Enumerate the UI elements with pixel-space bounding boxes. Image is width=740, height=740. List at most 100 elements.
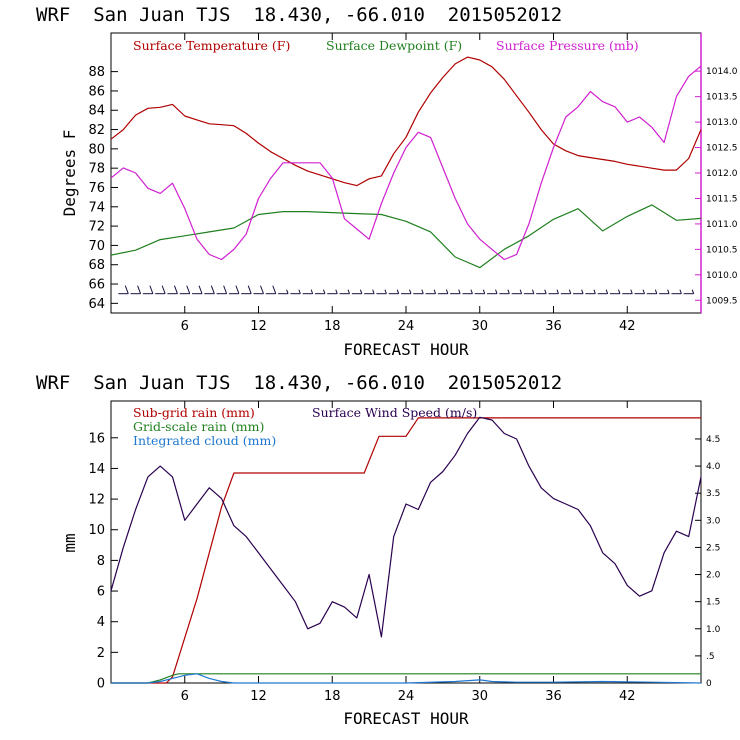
top-y2-ticks: 1009.5 1010.0 1010.5 1011.0 1011.5 1012.0 1012… <box>695 67 738 306</box>
wind-barb-flag <box>679 289 682 294</box>
bottom-y2-tick-label: 1.5 <box>706 598 720 608</box>
wind-barb-flag <box>272 285 277 294</box>
bottom-x-ticks: 6 12 18 24 30 36 42 <box>181 401 636 704</box>
wind-barb-flag <box>149 285 154 294</box>
legend-surface-pressure: Surface Pressure (mb) <box>496 38 639 53</box>
wind-barb-flag <box>421 289 424 294</box>
top-y-tick-label: 80 <box>88 142 105 157</box>
top-x-tick-label: 18 <box>324 319 341 334</box>
top-y2-tick-label: 1012.5 <box>706 144 738 154</box>
wind-barb <box>204 285 215 295</box>
top-x-tick-label: 24 <box>398 319 415 334</box>
top-y2-tick-label: 1010.5 <box>706 245 738 255</box>
wind-barb-flag <box>198 285 203 294</box>
wind-barb <box>401 289 412 295</box>
bottom-x-tick-label: 12 <box>250 689 267 704</box>
bottom-x-axis-label: FORECAST HOUR <box>343 709 469 728</box>
top-x-tick-label: 12 <box>250 319 267 334</box>
top-y2-tick-label: 1011.0 <box>706 220 738 230</box>
wind-barb <box>179 285 191 295</box>
bottom-y2-tick-label: 2.0 <box>706 571 721 581</box>
top-x-ticks: 6 12 18 24 30 36 42 <box>181 33 636 334</box>
wind-barb <box>437 289 449 295</box>
wind-barb <box>130 285 142 295</box>
wind-barb-flag <box>161 285 166 294</box>
top-y-tick-label: 64 <box>88 297 105 312</box>
sub-grid-rain-line <box>111 417 701 684</box>
bottom-y-tick-label: 4 <box>97 615 105 630</box>
wind-barb <box>683 289 695 295</box>
bottom-x-tick-label: 30 <box>471 689 488 704</box>
wind-barb <box>511 289 523 295</box>
wind-barb-flag <box>556 289 559 294</box>
wind-barb-flag <box>359 289 363 294</box>
wind-barb <box>290 289 301 295</box>
wind-barb-flag <box>507 289 510 294</box>
bottom-chart-title: WRF San Juan TJS 18.430, -66.010 2015052… <box>36 372 562 394</box>
wind-barb-flag <box>581 289 584 294</box>
wind-barb <box>253 285 264 295</box>
top-y2-tick-label: 1013.5 <box>706 93 738 103</box>
wind-barb <box>622 289 633 295</box>
bottom-y-tick-label: 14 <box>88 462 105 477</box>
legend-grid-scale-rain: Grid-scale rain (mm) <box>133 419 264 434</box>
wind-barb <box>573 289 584 295</box>
bottom-y2-tick-label: 3.5 <box>706 489 720 499</box>
wind-barb <box>585 289 596 295</box>
top-y2-tick-label: 1012.0 <box>706 169 738 179</box>
top-y-tick-label: 66 <box>88 278 105 293</box>
top-y-tick-label: 70 <box>88 239 105 254</box>
legend-surface-temperature: Surface Temperature (F) <box>133 38 290 53</box>
top-y-tick-label: 78 <box>88 162 105 177</box>
bottom-x-tick-label: 18 <box>324 689 341 704</box>
top-x-axis-label: FORECAST HOUR <box>343 340 469 359</box>
wind-barb-flag <box>223 285 228 294</box>
wind-barb <box>142 285 154 295</box>
bottom-y-tick-label: 0 <box>97 677 105 692</box>
wind-barb <box>376 289 387 295</box>
wind-barb <box>265 285 277 295</box>
wind-barb-flag <box>384 289 387 294</box>
bottom-y-ticks: 0 2 4 6 8 10 12 14 16 <box>88 431 118 692</box>
wind-barb-flag <box>210 285 215 294</box>
wind-barb <box>487 289 498 295</box>
wind-barb-flag <box>235 285 240 294</box>
wind-barb-flag <box>396 289 400 294</box>
wind-barb <box>523 289 535 295</box>
wind-barb <box>241 285 252 295</box>
bottom-y-tick-label: 6 <box>97 585 105 600</box>
wind-barb <box>425 289 437 295</box>
wind-barb <box>413 289 424 295</box>
top-plot-frame <box>110 32 702 314</box>
wind-barb-flag <box>173 285 178 294</box>
bottom-y-axis-label: mm <box>60 533 79 552</box>
top-y-tick-label: 88 <box>88 65 105 80</box>
wind-barb <box>339 289 351 295</box>
wind-barb <box>155 285 166 295</box>
bottom-x-tick-label: 36 <box>545 689 562 704</box>
wind-barb-flag <box>470 289 473 294</box>
wind-barb-flag <box>568 289 572 294</box>
wind-barb-flag <box>372 289 375 294</box>
wind-barb <box>659 289 670 295</box>
wind-barb <box>388 289 400 295</box>
surface-temperature-line <box>110 56 702 187</box>
bottom-y-tick-label: 12 <box>88 493 105 508</box>
bottom-y2-tick-label: 4.0 <box>706 462 721 472</box>
wind-barb <box>216 285 228 295</box>
wind-barbs <box>118 285 695 295</box>
top-chart-title: WRF San Juan TJS 18.430, -66.010 2015052… <box>36 4 562 26</box>
top-y-tick-label: 86 <box>88 84 105 99</box>
wind-barb-flag <box>137 285 142 294</box>
surface-wind-speed-line <box>110 416 702 638</box>
bottom-y-tick-label: 2 <box>97 646 105 661</box>
wind-barb-flag <box>482 289 486 294</box>
legend-surface-wind-speed: Surface Wind Speed (m/s) <box>312 405 477 420</box>
wind-barb-flag <box>247 285 252 294</box>
wind-barb-flag <box>593 289 596 294</box>
wind-barb <box>474 289 486 295</box>
wind-barb-flag <box>298 289 301 294</box>
top-y-tick-label: 74 <box>88 200 105 215</box>
wind-barb-flag <box>445 289 449 294</box>
